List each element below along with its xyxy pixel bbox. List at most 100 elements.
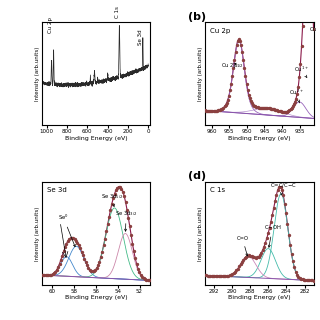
Point xyxy=(123,200,128,205)
Point xyxy=(204,108,210,113)
Point xyxy=(246,253,252,258)
Point xyxy=(57,261,62,266)
X-axis label: Binding Energy (eV): Binding Energy (eV) xyxy=(65,295,127,300)
Point xyxy=(52,270,57,276)
Point xyxy=(109,201,114,206)
Point xyxy=(230,74,235,79)
Point xyxy=(266,231,271,236)
Text: Se 3d: Se 3d xyxy=(47,187,67,193)
Point xyxy=(225,97,230,102)
Point xyxy=(244,81,249,86)
Point xyxy=(226,273,231,278)
Point xyxy=(251,254,256,259)
Point xyxy=(135,266,140,271)
Point xyxy=(275,187,280,192)
Point xyxy=(206,273,212,278)
Point xyxy=(116,184,121,189)
Point xyxy=(267,225,272,230)
Point xyxy=(84,263,90,268)
Point xyxy=(288,243,293,248)
Point xyxy=(241,257,246,262)
Point xyxy=(290,104,295,109)
Point xyxy=(223,102,228,108)
Point xyxy=(299,44,304,49)
Point xyxy=(80,253,85,258)
Y-axis label: Intensity (arb.units): Intensity (arb.units) xyxy=(35,206,40,260)
Point xyxy=(112,191,117,196)
Text: C=O: C=O xyxy=(236,236,249,256)
Point xyxy=(308,278,313,283)
Point xyxy=(117,184,123,189)
Point xyxy=(115,185,120,190)
Point xyxy=(105,221,110,227)
Point xyxy=(252,103,257,108)
Point xyxy=(230,272,235,277)
Point xyxy=(300,23,305,28)
Point xyxy=(291,102,296,107)
Point xyxy=(285,222,290,227)
Point xyxy=(281,109,286,115)
Point xyxy=(260,105,266,110)
Point xyxy=(60,253,65,258)
Point xyxy=(67,236,72,242)
Text: (d): (d) xyxy=(188,171,207,181)
Point xyxy=(254,104,259,109)
Y-axis label: Intensity (arb.units): Intensity (arb.units) xyxy=(198,206,204,260)
X-axis label: Binding Energy (eV): Binding Energy (eV) xyxy=(228,136,291,141)
Text: Cu$^{2+}$: Cu$^{2+}$ xyxy=(289,88,304,103)
Point xyxy=(224,274,229,279)
Point xyxy=(203,108,208,113)
Point xyxy=(122,194,127,199)
Point xyxy=(216,274,221,279)
Point xyxy=(213,108,218,113)
Point xyxy=(260,247,265,252)
Point xyxy=(271,205,276,211)
Point xyxy=(94,266,99,271)
Point xyxy=(145,277,150,283)
Point xyxy=(268,219,274,224)
Point xyxy=(292,100,298,105)
Point xyxy=(248,253,253,258)
Point xyxy=(276,185,282,190)
Point xyxy=(279,109,284,114)
Point xyxy=(294,91,300,96)
Point xyxy=(212,108,217,113)
Point xyxy=(255,105,260,110)
Point xyxy=(78,246,83,251)
Point xyxy=(236,37,241,42)
Point xyxy=(269,106,274,111)
Point xyxy=(306,278,311,283)
Point xyxy=(289,105,294,110)
Point xyxy=(204,273,209,278)
Point xyxy=(217,108,222,113)
Point xyxy=(263,240,268,245)
Point xyxy=(228,88,233,93)
X-axis label: Binding Energy (eV): Binding Energy (eV) xyxy=(65,136,127,141)
Point xyxy=(228,272,234,277)
Point xyxy=(284,109,289,115)
Point xyxy=(43,273,48,278)
Point xyxy=(202,273,207,278)
Point xyxy=(276,108,281,113)
Point xyxy=(293,269,298,274)
Point xyxy=(249,253,254,259)
Point xyxy=(242,255,247,260)
Point xyxy=(127,224,132,229)
Point xyxy=(209,273,214,278)
Text: Cu 2p: Cu 2p xyxy=(210,28,230,34)
Point xyxy=(239,260,244,265)
Point xyxy=(233,49,238,54)
Point xyxy=(205,273,210,278)
Point xyxy=(147,278,152,283)
Point xyxy=(97,259,102,264)
Point xyxy=(134,261,139,267)
Point xyxy=(214,108,220,113)
Point xyxy=(93,268,98,273)
Point xyxy=(211,108,216,113)
Point xyxy=(137,270,142,275)
Point xyxy=(49,272,54,277)
Point xyxy=(209,108,214,113)
Point xyxy=(62,245,68,250)
Point xyxy=(50,271,55,276)
Point xyxy=(267,106,272,111)
